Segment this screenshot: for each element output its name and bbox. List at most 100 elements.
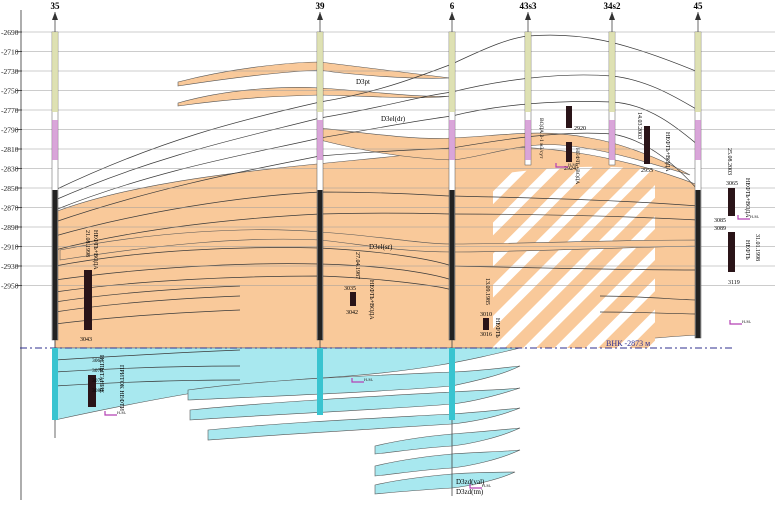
well-35: 35 [51, 1, 61, 438]
well-column-upper [449, 32, 455, 112]
depth-label: 2924 [564, 166, 576, 172]
depth-label: 3089 [714, 226, 726, 232]
depth-tick-label: -2890 [1, 223, 19, 232]
well-column-dark [695, 190, 701, 338]
nm-marker-icon [351, 378, 364, 383]
well-column-dark [52, 190, 58, 340]
perforation-bar [566, 106, 572, 128]
depth-grid [20, 31, 775, 286]
depth-label: 3042 [346, 310, 358, 316]
stratum-line [54, 132, 699, 223]
depth-label: 3043 [80, 337, 92, 343]
depth-tick-label: -2690 [1, 28, 19, 37]
well-34s2: 34s2 [603, 1, 621, 166]
well-column-water [317, 348, 323, 415]
stratum-line [54, 275, 453, 293]
well-column-dark [449, 190, 455, 340]
hatched-zone [493, 166, 655, 348]
stratum-line [54, 309, 241, 325]
water-lens [207, 407, 521, 441]
stratum-line [54, 285, 241, 303]
depth-label: 2920 [574, 126, 586, 132]
test-date-label: 21.08.1998 [84, 230, 90, 257]
test-type-label: ИСПЫТАНИЕ [98, 355, 104, 393]
oil-lenses [59, 61, 699, 261]
well-39: 39 [316, 1, 325, 415]
well-column-upper [317, 32, 323, 112]
stratum-line [54, 263, 453, 281]
water-lens [374, 427, 521, 455]
water-lenses [187, 365, 521, 495]
depth-tick-labels: -2690 -2710 -2730 -2750 -2770 -2790 -2810 -2830… [1, 10, 22, 500]
depth-label: 3065 [726, 181, 738, 187]
test-date-label: 25.08.2003 [726, 148, 732, 175]
well-column-purple [695, 120, 701, 160]
nm-marker-label: н.м. [568, 162, 578, 168]
well-column-water [52, 348, 58, 420]
depth-label: 3035 [344, 286, 356, 292]
test-date-label: 13.09.1985 [484, 278, 490, 305]
horizon-label-d3zd-val: D3zd(val) [456, 478, 485, 486]
well-label: 34s2 [603, 1, 621, 11]
horizon-label-d3el-sr: D3el(sr) [369, 243, 393, 251]
well-arrow-icon [525, 12, 531, 20]
depth-tick-label: -2830 [1, 165, 19, 174]
nm-marker-label: н.м. [482, 483, 492, 489]
depth-label: 3010 [480, 312, 492, 318]
wells: 35 39 6 43s3 34s2 45 [51, 1, 704, 496]
owc-contact-label: ВНК -2873 м [606, 339, 650, 348]
perforation-bar [84, 270, 92, 330]
well-column-dark [317, 190, 323, 340]
stratum-line [54, 295, 241, 313]
depth-label: 2955 [641, 168, 653, 174]
depth-tick-label: -2810 [1, 145, 19, 154]
depth-tick-label: -2910 [1, 243, 19, 252]
well-column-water [449, 348, 455, 420]
horizon-label-d3el-dr: D3el(dr) [381, 115, 406, 123]
nm-marker-label: н.м. [750, 214, 760, 220]
nm-marker-label: н.м. [364, 377, 374, 383]
well-arrow-icon [449, 12, 455, 20]
depth-label: 3016 [480, 332, 492, 338]
nm-marker-icon [555, 163, 568, 168]
depth-tick-label: -2710 [1, 48, 19, 57]
well-column-upper [695, 32, 701, 112]
stratum-line [54, 101, 699, 211]
well-column-purple [609, 120, 615, 160]
nm-marker-icon [737, 215, 750, 220]
well-label: 6 [450, 1, 455, 11]
test-result-label: НЕФТЬ+ВОДА [368, 280, 374, 320]
well-45: 45 [694, 1, 704, 339]
perforation-bar [88, 375, 96, 407]
stratum-line [599, 311, 699, 315]
horizon-label-d3zd-tm: D3zd(tm) [456, 488, 484, 496]
depth-tick-label: -2730 [1, 67, 19, 76]
test-result-label: НЕФТЬ [494, 318, 500, 338]
test-date-label: 14.03.2003 [636, 112, 642, 139]
test-result-label: НЕФТЬ+ВОДА [574, 148, 580, 184]
well-column-purple [52, 120, 58, 160]
oil-lens [177, 61, 451, 87]
perforation-bar [350, 292, 356, 306]
stratum-line [54, 34, 699, 191]
stratum-line [54, 379, 241, 387]
well-label: 35 [51, 1, 61, 11]
depth-tick-label: -2870 [1, 204, 19, 213]
well-arrow-icon [317, 12, 323, 20]
depth-label: 3085 [714, 218, 726, 224]
well-column-upper [525, 32, 531, 112]
stratum-line [54, 212, 699, 251]
well-column-purple [317, 120, 323, 160]
well-column-upper [52, 32, 58, 112]
well-arrow-icon [609, 12, 615, 20]
depth-tick-label: -2930 [1, 262, 19, 271]
depth-label: 3119 [728, 280, 740, 286]
well-label: 45 [694, 1, 704, 11]
stratum-line [54, 247, 699, 271]
perforation-bar [644, 126, 650, 164]
horizon-label-d3pt: D3pt [356, 78, 370, 86]
perforation-bar [728, 188, 735, 216]
nm-marker-icon [469, 484, 482, 489]
